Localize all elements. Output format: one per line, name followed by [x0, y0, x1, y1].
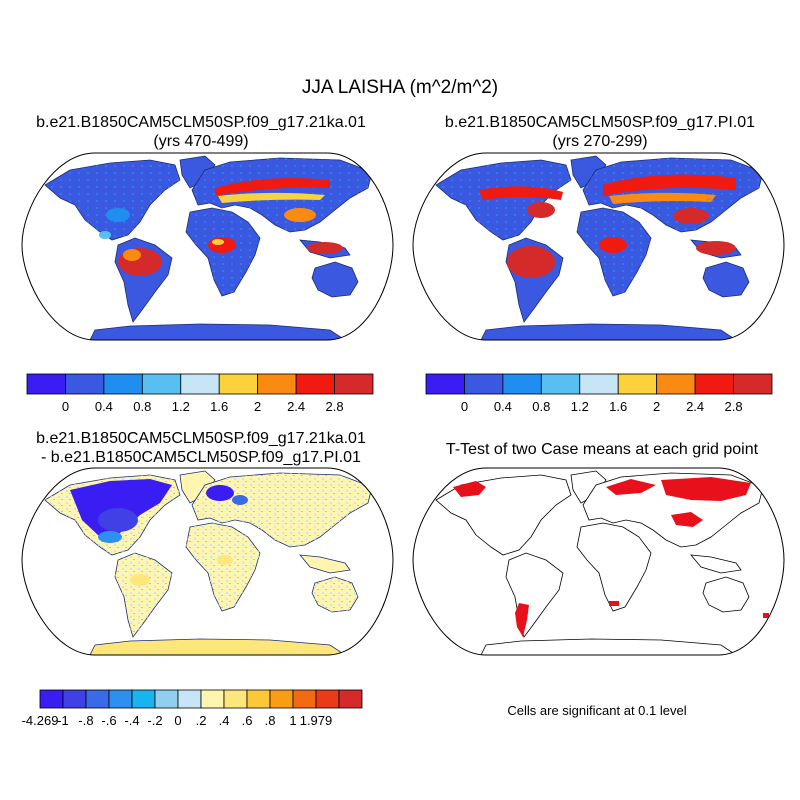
colorbar-difference-swatch	[177, 689, 202, 709]
colorbar-difference-swatch	[62, 689, 87, 709]
figure-title: JJA LAISHA (m^2/m^2)	[301, 77, 499, 98]
colorbar-difference-tick-label: -.8	[78, 713, 93, 728]
colorbar-21ka-swatch	[26, 373, 66, 395]
colorbar-pi-tick-label: 2.8	[725, 399, 743, 414]
colorbar-difference-swatch	[269, 689, 294, 709]
map-panel-difference	[21, 467, 394, 656]
colorbar-difference-tick-label: -4.269	[22, 713, 59, 728]
panel-title-bottom-left-line2: - b.e21.B1850CAM5CLM50SP.f09_g17.PI.01	[41, 449, 361, 466]
colorbar-21ka-tick-label: 1.6	[210, 399, 228, 414]
colorbar-difference: -4.269-1 -.8 -.6 -.4 -.2 0 .2 .4 .6 .8 1 1.979	[22, 689, 363, 728]
colorbar-21ka-tick-label: 2	[254, 399, 261, 414]
colorbar-21ka-swatch	[180, 373, 220, 395]
colorbar-21ka-tick-label: 2.8	[326, 399, 344, 414]
colorbar-difference-swatch	[200, 689, 225, 709]
colorbar-difference-swatch	[292, 689, 317, 709]
colorbar-pi-swatch	[425, 373, 465, 395]
colorbar-21ka-tick-label: 0	[62, 399, 69, 414]
colorbar-difference-swatch	[154, 689, 179, 709]
panel-title-top-left-line1: b.e21.B1850CAM5CLM50SP.f09_g17.21ka.01	[36, 114, 366, 131]
colorbar-21ka-tick-label: 2.4	[287, 399, 305, 414]
colorbar-difference-tick-label: .6	[242, 713, 253, 728]
map-panel-pi	[412, 152, 785, 341]
colorbar-difference-swatch	[85, 689, 110, 709]
colorbar-pi-swatch	[540, 373, 581, 395]
colorbar-difference-tick-label: -.4	[124, 713, 139, 728]
colorbar-difference-tick-label: .4	[219, 713, 230, 728]
panel-title-bottom-right: T-Test of two Case means at each grid po…	[445, 441, 759, 458]
colorbar-difference-swatch	[315, 689, 340, 709]
colorbar-difference-tick-label: 0	[174, 713, 181, 728]
panel-title-top-right-line1: b.e21.B1850CAM5CLM50SP.f09_g17.PI.01	[444, 114, 756, 131]
colorbar-pi-tick-label: 1.6	[609, 399, 627, 414]
colorbar-difference-swatch	[338, 689, 363, 709]
colorbar-pi-tick-label: 0.8	[532, 399, 550, 414]
colorbar-21ka-swatch	[295, 373, 335, 395]
colorbar-difference-swatch	[223, 689, 248, 709]
panel-title-top-right: b.e21.B1850CAM5CLM50SP.f09_g17.PI.01 (yr…	[400, 113, 800, 151]
colorbar-pi-tick-label: 2	[653, 399, 660, 414]
colorbar-21ka-swatch	[103, 373, 143, 395]
colorbar-pi-swatch	[733, 373, 773, 395]
panel-title-bottom-left: b.e21.B1850CAM5CLM50SP.f09_g17.21ka.01 -…	[0, 429, 402, 467]
colorbar-difference-tick-label: 1.979	[300, 713, 333, 728]
colorbar-21ka-swatch	[65, 373, 105, 395]
colorbar-pi-swatch	[656, 373, 696, 395]
colorbar-pi-swatch	[694, 373, 734, 395]
colorbar-difference-swatch	[108, 689, 133, 709]
colorbar-difference-tick-label: -.6	[101, 713, 116, 728]
colorbar-difference-tick-label: -1	[57, 713, 69, 728]
colorbar-difference-tick-label: .8	[265, 713, 276, 728]
panel-title-bottom-left-line1: b.e21.B1850CAM5CLM50SP.f09_g17.21ka.01	[36, 430, 366, 447]
colorbar-21ka-tick-label: 0.4	[95, 399, 113, 414]
colorbar-pi: 0 0.4 0.8 1.2 1.6 2 2.4 2.8	[425, 373, 773, 414]
colorbar-difference-swatch	[39, 689, 64, 709]
colorbar-pi-tick-label: 1.2	[571, 399, 589, 414]
panel-title-top-left-line2: (yrs 470-499)	[153, 133, 249, 150]
colorbar-pi-swatch	[502, 373, 542, 395]
colorbar-21ka: 0 0.4 0.8 1.2 1.6 2 2.4 2.8	[26, 373, 374, 414]
colorbar-difference-swatch	[246, 689, 271, 709]
colorbar-21ka-swatch	[141, 373, 182, 395]
colorbar-difference-swatch	[131, 689, 156, 709]
colorbar-difference-tick-label: -.2	[147, 713, 162, 728]
panel-title-top-left: b.e21.B1850CAM5CLM50SP.f09_g17.21ka.01 (…	[0, 113, 402, 151]
colorbar-pi-tick-label: 2.4	[686, 399, 704, 414]
map-panel-ttest	[412, 467, 785, 656]
colorbar-21ka-tick-label: 0.8	[133, 399, 151, 414]
panel-title-top-right-line2: (yrs 270-299)	[552, 133, 648, 150]
colorbar-pi-swatch	[464, 373, 504, 395]
colorbar-21ka-swatch	[257, 373, 297, 395]
colorbar-pi-tick-label: 0.4	[494, 399, 512, 414]
colorbar-21ka-swatch	[218, 373, 259, 395]
significance-note: Cells are significant at 0.1 level	[507, 703, 687, 718]
colorbar-difference-tick-label: .2	[196, 713, 207, 728]
colorbar-pi-tick-label: 0	[461, 399, 468, 414]
colorbar-21ka-tick-label: 1.2	[172, 399, 190, 414]
colorbar-difference-tick-label: 1	[289, 713, 296, 728]
colorbar-21ka-swatch	[334, 373, 374, 395]
significant-cells	[453, 477, 769, 637]
map-panel-21ka	[44, 155, 373, 340]
colorbar-pi-swatch	[617, 373, 658, 395]
colorbar-pi-swatch	[579, 373, 619, 395]
